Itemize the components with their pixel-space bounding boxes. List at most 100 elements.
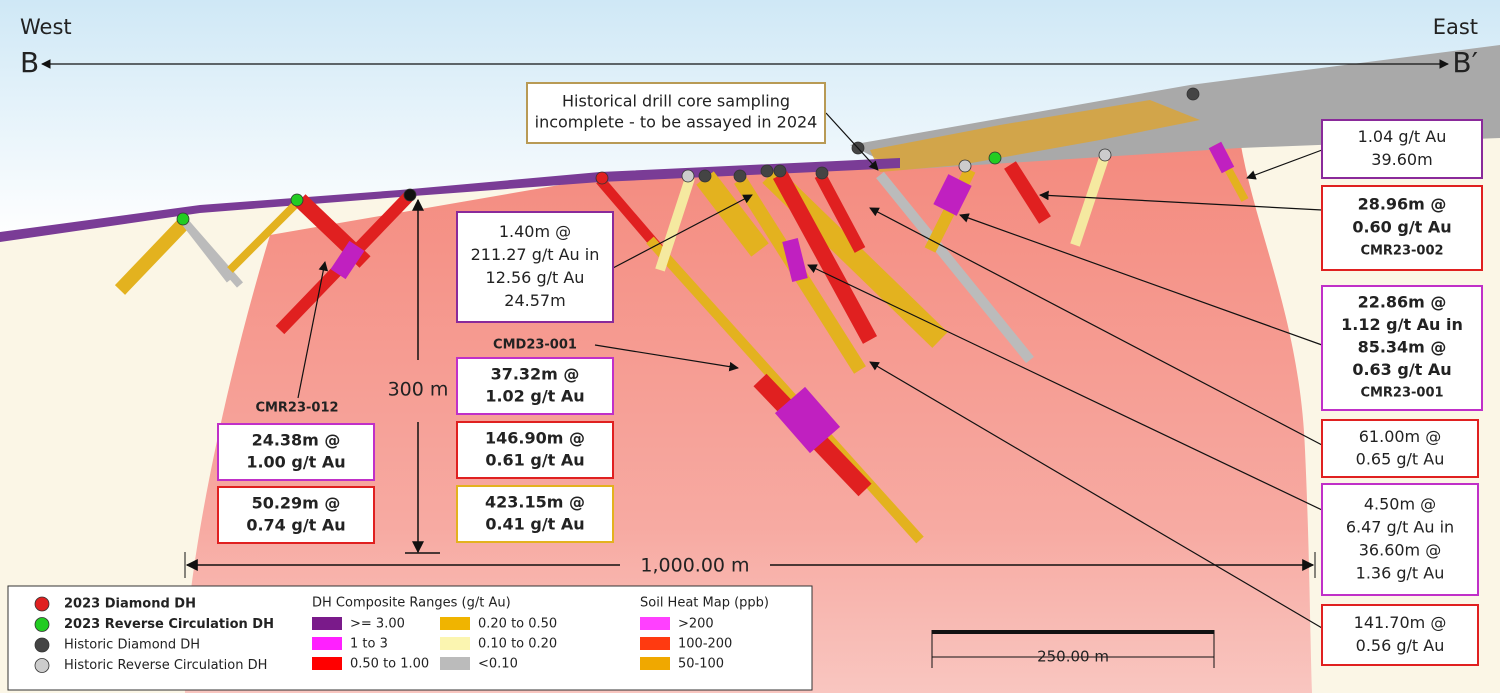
leader-arrow xyxy=(1246,149,1323,180)
legend-text: <0.10 xyxy=(478,657,518,672)
intercept-text: 0.74 g/t Au xyxy=(246,516,345,535)
legend-swatch xyxy=(312,617,342,630)
legend-swatch xyxy=(640,657,670,670)
drill-hole xyxy=(782,238,808,282)
intercept-box xyxy=(456,357,614,415)
collar xyxy=(290,193,304,207)
leader-arrow xyxy=(1039,190,1323,211)
intercept-box xyxy=(217,486,375,544)
leader-arrow xyxy=(612,194,753,269)
hole-label: CMD23-001 xyxy=(493,338,577,353)
intercept-text: 6.47 g/t Au in xyxy=(1346,518,1454,537)
intercept-text: 1.36 g/t Au xyxy=(1356,564,1445,583)
collar xyxy=(595,171,609,185)
collar xyxy=(733,169,747,183)
intercept-text: 61.00m @ xyxy=(1359,427,1441,446)
drill-hole xyxy=(772,171,878,344)
intercept-text: 4.50m @ xyxy=(1364,495,1436,514)
scale-bar xyxy=(932,630,1214,634)
intercept-text: 0.65 g/t Au xyxy=(1356,449,1445,468)
legend-marker xyxy=(34,637,50,653)
drill-hole xyxy=(696,171,769,257)
leader-arrow xyxy=(869,207,1323,446)
intercept-text: 36.60m @ xyxy=(1359,541,1441,560)
drill-hole xyxy=(330,240,365,280)
collar xyxy=(773,164,787,178)
drill-hole xyxy=(933,174,972,216)
intercept-text: 24.57m xyxy=(504,291,565,310)
section-end: B′ xyxy=(1452,46,1478,79)
legend-text: 2023 Diamond DH xyxy=(64,597,196,612)
leader-arrow xyxy=(594,344,739,372)
intercept-box xyxy=(1321,483,1479,596)
legend-text: 0.50 to 1.00 xyxy=(350,657,429,672)
intercept-text: 22.86m @ xyxy=(1358,293,1447,312)
drill-hole xyxy=(1070,153,1110,247)
vertical-scale-label: 300 m xyxy=(388,379,449,401)
leader-arrow xyxy=(869,361,1323,629)
leader-arrow xyxy=(297,261,329,399)
intercept-text: 39.60m xyxy=(1371,150,1432,169)
legend-swatch xyxy=(312,657,342,670)
intercept-text: 85.34m @ xyxy=(1358,338,1447,357)
intercept-text: 1.04 g/t Au xyxy=(1358,127,1447,146)
legend-swatch xyxy=(440,637,470,650)
legend-text: >200 xyxy=(678,617,714,632)
legend-text: 0.20 to 0.50 xyxy=(478,617,557,632)
collar xyxy=(760,164,774,178)
intercept-text: 37.32m @ xyxy=(491,365,580,384)
hole-label: CMR23-012 xyxy=(255,401,338,416)
legend-swatch xyxy=(440,657,470,670)
collar xyxy=(176,212,190,226)
intercept-text: 50.29m @ xyxy=(252,494,341,513)
scale-bar-label: 250.00 m xyxy=(1037,648,1109,666)
west-label: West xyxy=(20,15,72,39)
intercept-text: 1.12 g/t Au in xyxy=(1341,315,1463,334)
legend-marker xyxy=(34,617,50,632)
intercept-text: 0.61 g/t Au xyxy=(485,451,584,470)
legend-title: DH Composite Ranges (g/t Au) xyxy=(312,596,511,611)
intercept-box xyxy=(217,423,375,481)
legend-box xyxy=(7,585,813,691)
intercept-text: 12.56 g/t Au xyxy=(486,268,585,287)
drill-hole xyxy=(655,176,695,272)
collar xyxy=(958,159,972,173)
callout-text: Historical drill core sampling xyxy=(562,92,790,111)
drill-hole xyxy=(114,217,191,295)
intercept-box xyxy=(456,421,614,479)
intercept-text: 0.56 g/t Au xyxy=(1356,636,1445,655)
east-label: East xyxy=(1433,15,1478,39)
intercept-text: CMR23-002 xyxy=(1360,244,1443,259)
intercept-box xyxy=(456,485,614,543)
intercept-text: 0.60 g/t Au xyxy=(1352,218,1451,237)
legend-swatch xyxy=(312,637,342,650)
legend-marker xyxy=(34,658,50,673)
intercept-box xyxy=(1321,419,1479,478)
intercept-box xyxy=(1321,119,1483,179)
section-start: B xyxy=(20,46,39,79)
intercept-text: 146.90m @ xyxy=(485,429,585,448)
legend-text: 100-200 xyxy=(678,637,732,652)
legend-swatch xyxy=(440,617,470,630)
intercept-box xyxy=(1321,604,1479,666)
legend-marker xyxy=(34,596,50,612)
collar xyxy=(988,151,1002,165)
legend-text: Historic Diamond DH xyxy=(64,638,200,653)
collar xyxy=(698,169,712,183)
intercept-text: 0.63 g/t Au xyxy=(1352,360,1451,379)
intercept-box xyxy=(1321,185,1483,271)
soil-map xyxy=(870,100,1200,172)
legend-text: 1 to 3 xyxy=(350,637,388,652)
drill-hole xyxy=(1004,161,1051,224)
intercept-text: 1.40m @ xyxy=(499,222,571,241)
legend-title: Soil Heat Map (ppb) xyxy=(640,596,769,611)
intercept-text: 0.41 g/t Au xyxy=(485,515,584,534)
intercept-text: 423.15m @ xyxy=(485,493,585,512)
leader-arrow xyxy=(959,213,1323,346)
intercept-text: 1.00 g/t Au xyxy=(246,453,345,472)
drill-hole xyxy=(814,172,866,253)
drill-hole xyxy=(646,236,924,544)
legend-text: 0.10 to 0.20 xyxy=(478,637,557,652)
callout-text: incomplete - to be assayed in 2024 xyxy=(535,113,818,132)
